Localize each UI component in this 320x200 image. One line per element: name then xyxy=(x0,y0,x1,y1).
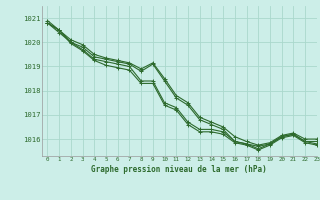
X-axis label: Graphe pression niveau de la mer (hPa): Graphe pression niveau de la mer (hPa) xyxy=(91,165,267,174)
